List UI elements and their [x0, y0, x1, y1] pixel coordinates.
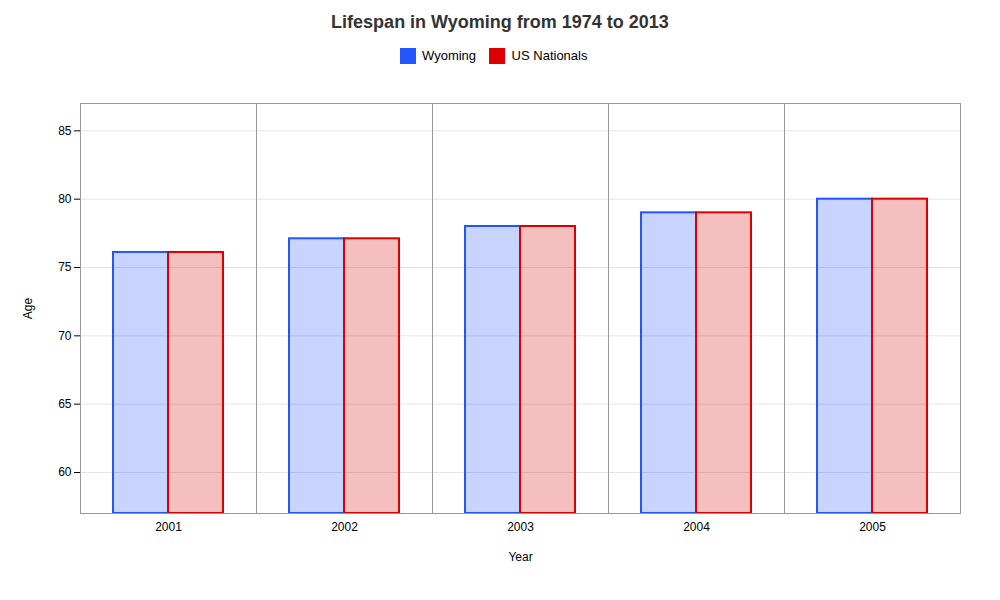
svg-text:Age: Age — [21, 297, 35, 319]
svg-text:75: 75 — [58, 260, 72, 274]
svg-text:Year: Year — [508, 549, 532, 563]
html-text:Lifespan in Wyoming from 1974: Lifespan in Wyoming from 1974 to 2013 — [331, 12, 669, 32]
html-text:US Nationals: US Nationals — [511, 48, 588, 63]
svg-text:85: 85 — [58, 123, 72, 137]
svg-text:2002: 2002 — [331, 520, 358, 534]
html-text:Wyoming: Wyoming — [422, 48, 477, 63]
svg-text:2001: 2001 — [155, 520, 182, 534]
svg-text:65: 65 — [58, 397, 72, 411]
svg-text:2005: 2005 — [859, 520, 886, 534]
svg-text:2003: 2003 — [507, 520, 534, 534]
svg-text:2004: 2004 — [683, 520, 710, 534]
svg-text:60: 60 — [58, 465, 72, 479]
svg-text:70: 70 — [58, 328, 72, 342]
svg-text:80: 80 — [58, 192, 72, 206]
